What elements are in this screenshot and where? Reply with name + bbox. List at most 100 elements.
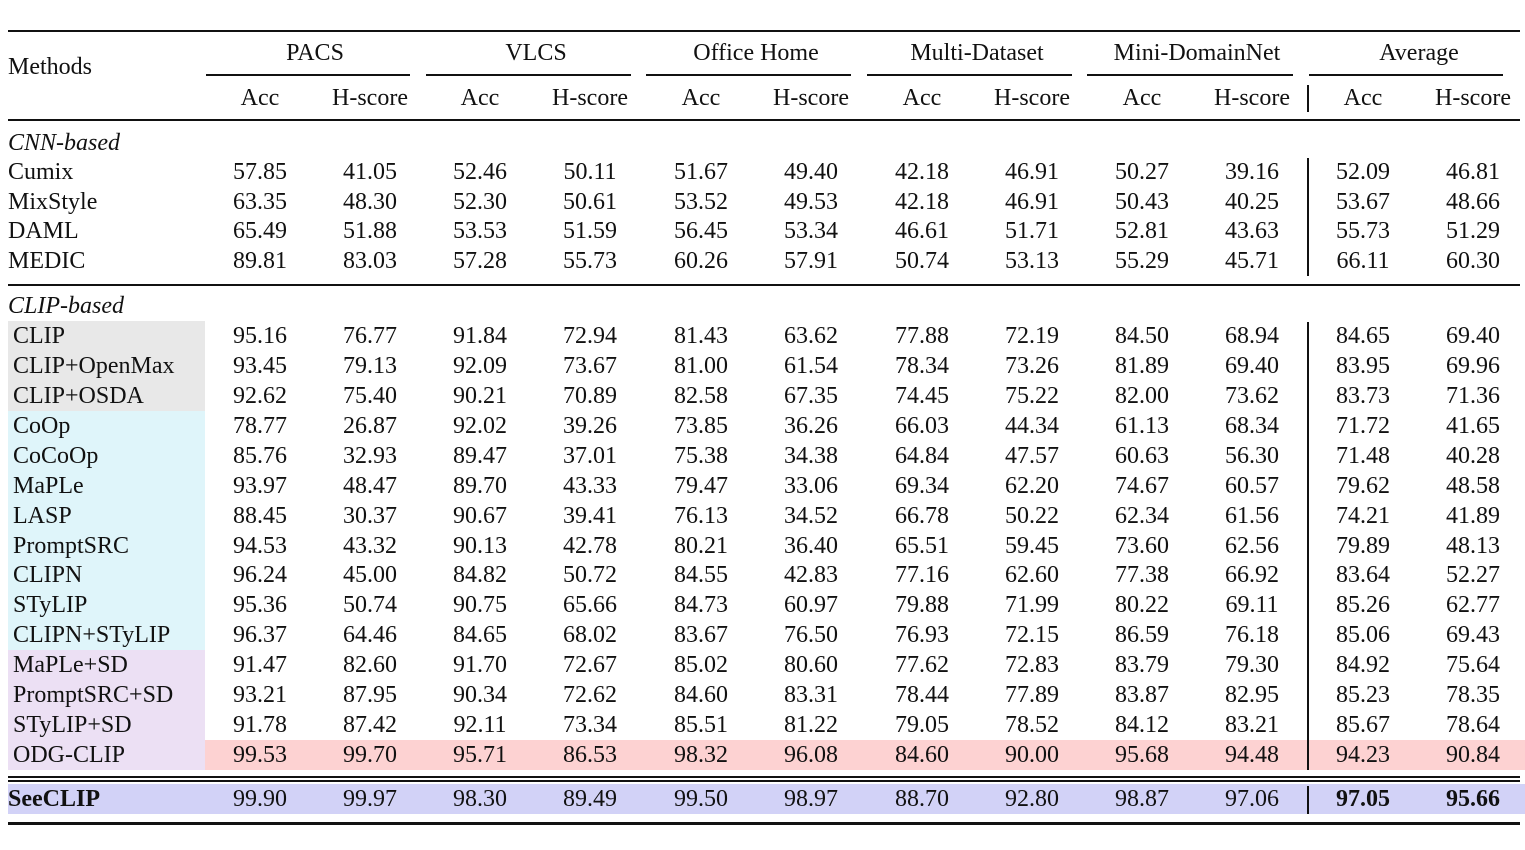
cell-value: 94.23 (1336, 742, 1390, 769)
cell-value: 89.49 (563, 786, 617, 812)
sub-header: Acc (240, 85, 280, 111)
rule (8, 284, 1520, 286)
cell-value: 40.25 (1225, 188, 1279, 215)
cell-value: 79.13 (343, 352, 397, 379)
cell-value: 80.21 (674, 532, 728, 559)
method-name: CoCoOp (13, 442, 99, 469)
cell-value: 48.30 (343, 188, 397, 215)
cell-value: 55.29 (1115, 248, 1169, 275)
sub-header: H-score (552, 85, 628, 111)
cell-value: 51.67 (674, 159, 728, 185)
cell-value: 69.96 (1446, 352, 1500, 379)
cell-value: 50.43 (1115, 188, 1169, 215)
cell-value: 65.66 (563, 592, 617, 619)
cell-value: 55.73 (563, 248, 617, 275)
cell-value: 53.53 (453, 218, 507, 245)
cell-value: 91.70 (453, 652, 507, 679)
sub-header: Acc (460, 85, 500, 111)
group-header: Office Home (693, 40, 819, 66)
cell-value: 91.78 (233, 712, 287, 739)
separator (1307, 158, 1309, 277)
cell-value: 93.97 (233, 472, 287, 499)
cell-value: 62.56 (1225, 532, 1279, 559)
cell-value: 52.30 (453, 188, 507, 215)
cell-value: 79.05 (895, 712, 949, 739)
cell-value: 33.06 (784, 472, 838, 499)
cell-value: 79.89 (1336, 532, 1390, 559)
cell-value: 91.84 (453, 323, 507, 349)
cell-value: 53.67 (1336, 188, 1390, 215)
method-name: DAML (8, 218, 79, 245)
group-header: Mini-DomainNet (1113, 40, 1281, 66)
cell-value: 85.23 (1336, 682, 1390, 709)
row-highlight (8, 410, 205, 441)
cell-value: 79.62 (1336, 472, 1390, 499)
cell-value: 66.92 (1225, 562, 1279, 589)
cell-value: 96.08 (784, 742, 838, 769)
cell-value: 81.43 (674, 323, 728, 349)
cell-value: 96.37 (233, 622, 287, 649)
cell-value: 72.15 (1005, 622, 1059, 649)
cell-value: 46.81 (1446, 159, 1500, 185)
cell-value: 66.11 (1336, 248, 1390, 275)
cell-value: 71.72 (1336, 412, 1390, 439)
cell-value: 75.40 (343, 382, 397, 409)
cell-value: 46.91 (1005, 159, 1059, 185)
cell-value: 39.41 (563, 502, 617, 529)
cell-value: 99.70 (343, 742, 397, 769)
cell-value: 60.30 (1446, 248, 1500, 275)
method-name: STyLIP (13, 592, 88, 619)
sub-header: H-score (1435, 85, 1511, 111)
cell-value: 73.62 (1225, 382, 1279, 409)
row-highlight (8, 680, 205, 711)
cell-value: 67.35 (784, 382, 838, 409)
cell-value: 83.21 (1225, 712, 1279, 739)
cell-value: 85.76 (233, 442, 287, 469)
cell-value: 98.30 (453, 786, 507, 812)
cell-value: 98.97 (784, 786, 838, 812)
cell-value: 95.66 (1446, 786, 1500, 812)
sub-header: H-score (994, 85, 1070, 111)
sub-header: H-score (773, 85, 849, 111)
rule (8, 119, 1520, 121)
cell-value: 94.48 (1225, 742, 1279, 769)
method-name: CLIPN+STyLIP (13, 622, 171, 649)
cell-value: 98.87 (1115, 786, 1169, 812)
cell-value: 63.62 (784, 323, 838, 349)
cell-value: 50.22 (1005, 502, 1059, 529)
cell-value: 83.79 (1115, 652, 1169, 679)
cell-value: 48.47 (343, 472, 397, 499)
cell-value: 94.53 (233, 532, 287, 559)
cell-value: 68.02 (563, 622, 617, 649)
cell-value: 99.53 (233, 742, 287, 769)
group-header: VLCS (505, 40, 567, 66)
cell-value: 92.09 (453, 352, 507, 379)
cell-value: 60.57 (1225, 472, 1279, 499)
cell-value: 84.60 (895, 742, 949, 769)
cell-value: 78.34 (895, 352, 949, 379)
cell-value: 48.13 (1446, 532, 1500, 559)
cell-value: 98.32 (674, 742, 728, 769)
cell-value: 50.74 (343, 592, 397, 619)
cell-value: 61.13 (1115, 412, 1169, 439)
method-name: STyLIP+SD (13, 712, 132, 739)
cell-value: 73.85 (674, 412, 728, 439)
separator (1307, 322, 1309, 771)
cell-value: 43.63 (1225, 218, 1279, 245)
rule (8, 780, 1520, 782)
cell-value: 76.93 (895, 622, 949, 649)
row-highlight (8, 590, 205, 621)
cell-value: 37.01 (563, 442, 617, 469)
row-highlight (8, 530, 205, 561)
method-name: SeeCLIP (8, 786, 100, 812)
cell-value: 36.26 (784, 412, 838, 439)
rule (646, 74, 851, 76)
cell-value: 77.16 (895, 562, 949, 589)
cell-value: 55.73 (1336, 218, 1390, 245)
cell-value: 80.60 (784, 652, 838, 679)
cell-value: 73.60 (1115, 532, 1169, 559)
cell-value: 30.37 (343, 502, 397, 529)
cell-value: 70.89 (563, 382, 617, 409)
cell-value: 68.94 (1225, 323, 1279, 349)
cell-value: 95.36 (233, 592, 287, 619)
